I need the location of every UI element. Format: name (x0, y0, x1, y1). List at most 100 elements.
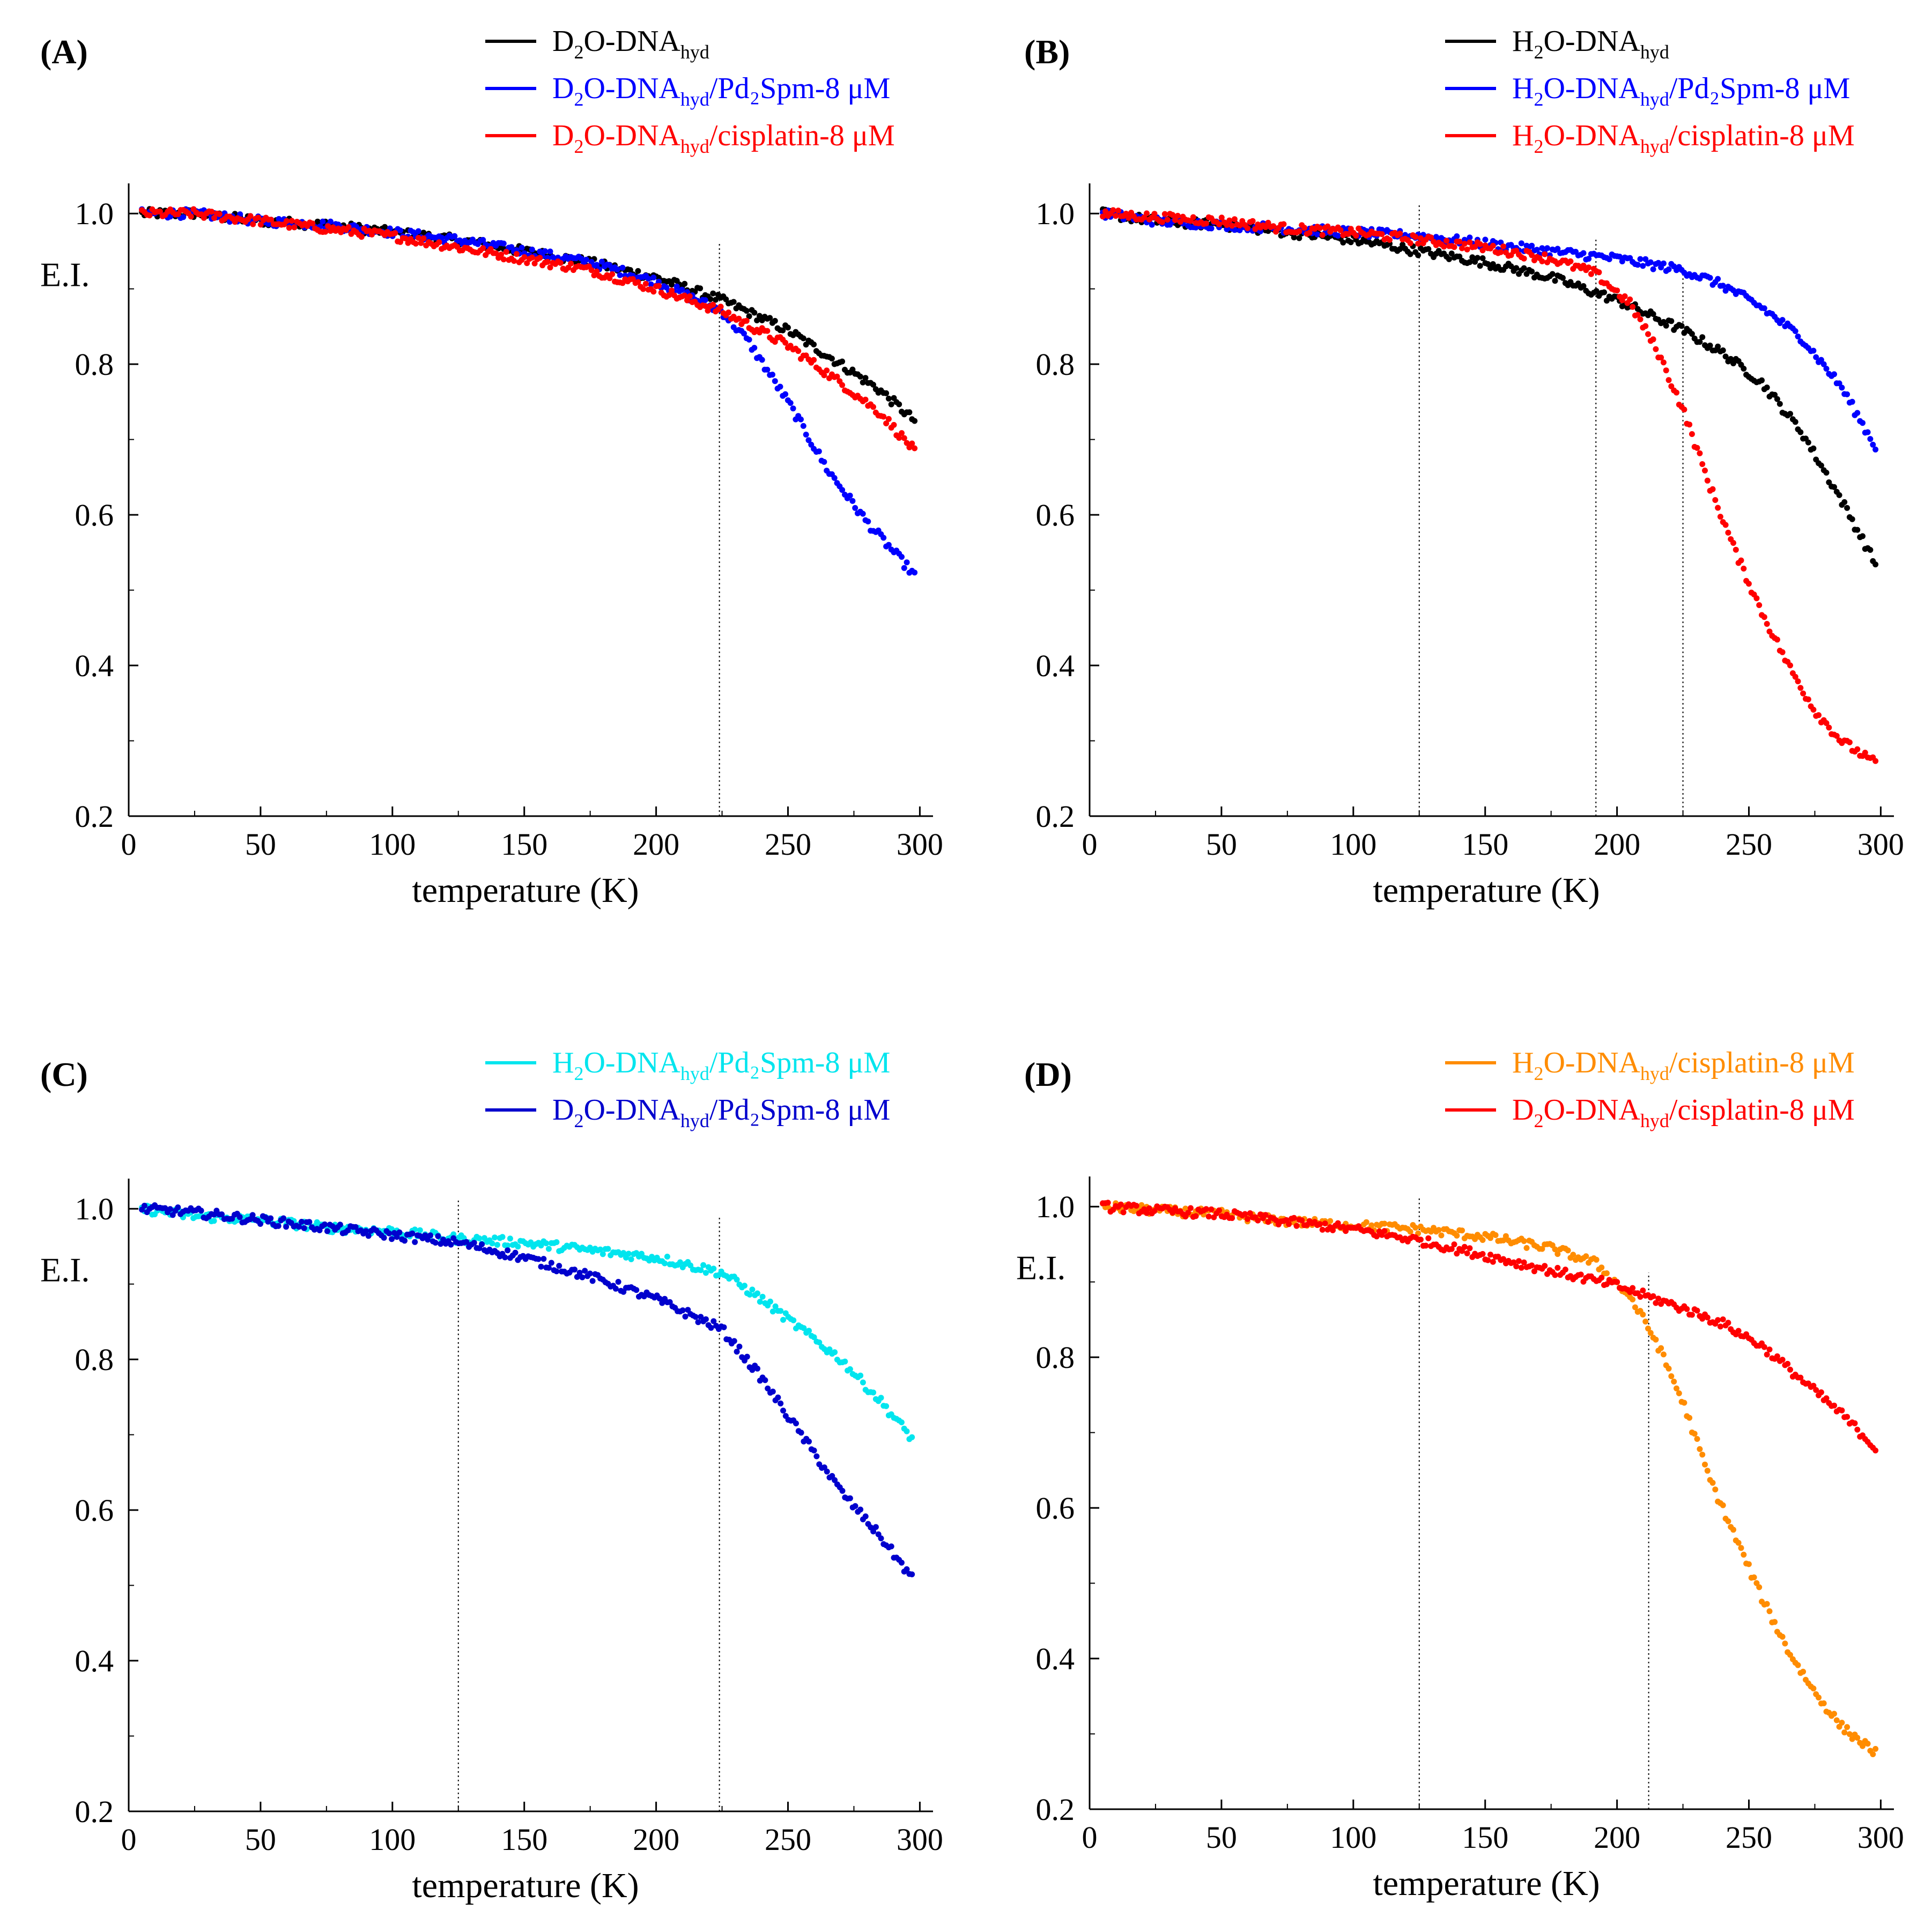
data-point (1454, 1250, 1460, 1257)
x-tick-label: 100 (369, 827, 416, 862)
data-point (1730, 540, 1736, 546)
data-point (1704, 1468, 1711, 1474)
data-point (1816, 1694, 1822, 1701)
data-point (743, 317, 750, 324)
data-point (1529, 1262, 1535, 1269)
data-point (1539, 245, 1545, 251)
x-tick-label: 0 (1082, 827, 1098, 862)
data-point (1314, 231, 1321, 238)
data-point (1854, 527, 1861, 533)
data-point (862, 375, 869, 381)
legend-entry: H2O-DNAhyd/Pd₂Spm-8 μM (1512, 72, 1850, 110)
data-point (782, 391, 789, 397)
data-point (1580, 262, 1587, 269)
data-point (1704, 477, 1711, 484)
data-point (891, 421, 897, 428)
data-point (1208, 1206, 1215, 1212)
data-point (1849, 516, 1855, 522)
data-point (1464, 246, 1470, 253)
data-point (1316, 1221, 1323, 1227)
data-point (635, 279, 641, 285)
data-point (1867, 547, 1874, 553)
data-point (765, 1385, 771, 1391)
data-point (389, 1236, 395, 1242)
data-point (265, 221, 272, 227)
data-point (811, 1334, 817, 1341)
data-point (860, 1379, 866, 1386)
data-point (439, 234, 445, 241)
data-point (1766, 1608, 1773, 1615)
y-axis-title: E.I. (40, 256, 90, 294)
data-point (1846, 1731, 1853, 1737)
data-point (1787, 1366, 1793, 1373)
data-point (583, 256, 589, 263)
y-tick-label: 0.8 (75, 1342, 114, 1377)
data-point (268, 1215, 274, 1222)
data-point (1144, 210, 1150, 217)
data-point (1603, 1281, 1610, 1287)
data-point (1820, 361, 1827, 367)
data-point (1733, 546, 1739, 553)
data-point (1823, 1395, 1830, 1402)
data-point (1854, 746, 1861, 752)
data-point (645, 276, 652, 282)
data-point (1407, 251, 1413, 257)
data-point (710, 1265, 717, 1272)
data-point (543, 1240, 550, 1247)
data-point (358, 234, 365, 240)
data-point (1795, 1662, 1801, 1668)
data-point (1810, 707, 1817, 713)
data-point (870, 1528, 877, 1535)
data-point (806, 1328, 812, 1334)
data-point (1678, 323, 1685, 329)
x-tick-label: 100 (1330, 1820, 1376, 1855)
data-point (627, 267, 633, 273)
data-point (1640, 1287, 1646, 1294)
data-point (1245, 225, 1250, 231)
data-point (813, 1453, 820, 1460)
data-point (1823, 720, 1830, 726)
x-tick-label: 150 (1462, 1820, 1508, 1855)
series-1 (139, 1202, 915, 1578)
data-point (1249, 218, 1256, 224)
data-point (1205, 1213, 1212, 1220)
data-point (726, 309, 732, 316)
data-point (1860, 533, 1866, 539)
data-point (1634, 262, 1641, 268)
data-point (1776, 401, 1783, 407)
legend-entry: H2O-DNAhyd/cisplatin-8 μM (1512, 1046, 1855, 1084)
data-point (1570, 1252, 1576, 1258)
data-point (734, 1276, 740, 1283)
data-point (1208, 225, 1215, 232)
data-point (1229, 223, 1235, 229)
data-point (1552, 1272, 1558, 1278)
data-point (1169, 1209, 1176, 1216)
data-point (201, 214, 207, 221)
data-point (811, 1447, 817, 1454)
series-0 (139, 206, 918, 424)
data-point (381, 1234, 387, 1241)
data-point (1694, 1307, 1700, 1314)
data-point (885, 416, 892, 422)
data-point (1224, 222, 1230, 228)
data-point (713, 297, 719, 303)
data-point (1555, 1264, 1561, 1271)
data-point (1286, 1221, 1292, 1227)
data-point (1658, 354, 1664, 361)
series-2 (1100, 207, 1879, 764)
data-point (721, 1324, 727, 1330)
data-point (537, 255, 543, 261)
x-axis-title: temperature (K) (412, 871, 639, 910)
data-point (1172, 217, 1178, 223)
data-point (1596, 269, 1602, 276)
data-point (1717, 514, 1723, 520)
data-point (1720, 1502, 1726, 1508)
data-point (1319, 1226, 1326, 1233)
data-point (1741, 1551, 1747, 1558)
data-point (1492, 1232, 1499, 1238)
data-point (1567, 258, 1574, 264)
data-point (1218, 214, 1225, 221)
data-point (448, 1241, 454, 1248)
data-point (1707, 342, 1713, 349)
data-point (587, 1270, 593, 1277)
